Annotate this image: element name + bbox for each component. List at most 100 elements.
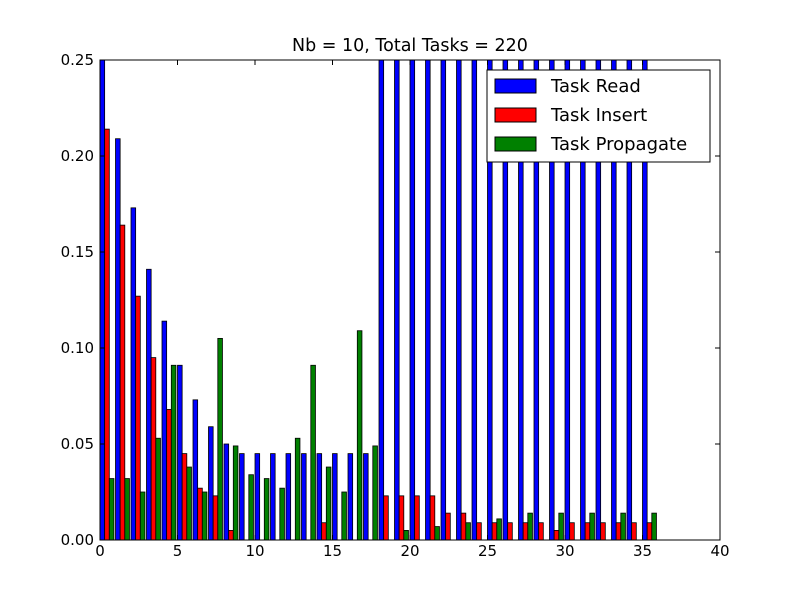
bar-task-read-16 <box>347 453 354 541</box>
bar-task-propagate-5 <box>186 466 192 541</box>
bar-task-propagate-14 <box>325 466 332 541</box>
y-tick-label: 0.05 <box>61 435 94 453</box>
bar-task-insert-18 <box>383 495 389 541</box>
bar-task-insert-14 <box>321 522 327 541</box>
bar-task-propagate-27 <box>527 512 533 541</box>
y-tick-label: 0.25 <box>61 51 94 69</box>
bars-layer <box>99 59 657 541</box>
x-tick-label: 15 <box>323 542 342 560</box>
bar-task-propagate-9 <box>248 474 254 541</box>
legend-label-task-insert: Task Insert <box>550 105 647 126</box>
bar-task-propagate-35 <box>651 512 657 541</box>
legend-swatch-task-propagate <box>494 136 537 152</box>
bar-task-propagate-33 <box>620 512 626 541</box>
bar-task-insert-7 <box>212 495 219 541</box>
bar-task-propagate-13 <box>310 364 316 541</box>
bar-task-read-17 <box>363 453 369 541</box>
bar-task-read-9 <box>239 453 245 541</box>
bar-task-insert-6 <box>197 487 203 541</box>
legend-label-task-read: Task Read <box>550 76 641 97</box>
legend-swatch-task-read <box>494 78 537 94</box>
bar-task-read-15 <box>332 453 338 541</box>
bar-task-insert-31 <box>584 522 591 541</box>
y-tick-label: 0.20 <box>61 147 94 165</box>
y-tick-label: 0.10 <box>61 339 94 357</box>
bar-task-insert-3 <box>150 357 157 541</box>
x-tick-label: 30 <box>555 542 574 560</box>
bar-task-read-5 <box>177 364 183 541</box>
bar-task-insert-28 <box>538 522 544 541</box>
bar-task-insert-8 <box>228 530 234 541</box>
ticks-layer: 0 5 10 15 20 25 30 35 40 0.00 0.05 0.10 0.15 0.20 0.25 <box>61 51 730 560</box>
bar-task-propagate-6 <box>201 491 208 541</box>
bar-task-insert-22 <box>445 512 451 541</box>
bar-task-propagate-16 <box>356 330 363 541</box>
bar-task-read-18 <box>378 59 385 541</box>
bar-task-propagate-4 <box>170 364 177 541</box>
x-tick-label: 5 <box>173 542 183 560</box>
legend: Task Read Task Insert Task Propagate <box>486 69 711 163</box>
legend-swatch-task-insert <box>494 107 537 123</box>
bar-task-propagate-15 <box>341 491 347 541</box>
bar-task-read-22 <box>440 59 447 541</box>
bar-task-read-19 <box>394 59 400 541</box>
bar-task-propagate-23 <box>465 522 471 541</box>
bar-task-propagate-12 <box>294 437 301 541</box>
bar-task-propagate-25 <box>496 518 502 541</box>
bar-task-insert-32 <box>600 522 606 541</box>
bar-task-insert-29 <box>553 530 560 541</box>
bar-task-propagate-21 <box>434 526 440 541</box>
bar-task-insert-19 <box>398 495 405 541</box>
bar-task-insert-23 <box>460 512 467 541</box>
bar-task-propagate-31 <box>589 512 595 541</box>
bar-task-propagate-7 <box>217 337 223 541</box>
bar-task-read-0 <box>99 59 106 541</box>
bar-task-insert-27 <box>522 522 529 541</box>
bar-task-read-13 <box>301 453 307 541</box>
bar-task-read-4 <box>161 320 168 541</box>
bar-task-insert-30 <box>569 522 575 541</box>
bar-task-read-11 <box>270 453 276 541</box>
bar-task-insert-0 <box>104 128 110 541</box>
bar-task-read-7 <box>208 426 214 541</box>
bar-task-propagate-29 <box>558 512 564 541</box>
bar-task-insert-21 <box>429 495 436 541</box>
bar-task-read-23 <box>456 59 462 541</box>
bar-task-read-6 <box>192 399 199 541</box>
y-tick-label: 0.00 <box>61 531 94 549</box>
bar-task-propagate-3 <box>155 437 161 541</box>
y-tick-label: 0.15 <box>61 243 94 261</box>
x-tick-label: 40 <box>710 542 729 560</box>
bar-task-insert-20 <box>414 495 420 541</box>
bar-task-read-12 <box>285 453 292 541</box>
bar-task-insert-26 <box>507 522 513 541</box>
bar-task-propagate-10 <box>263 478 270 541</box>
x-tick-label: 10 <box>245 542 264 560</box>
bar-task-insert-34 <box>631 522 637 541</box>
bar-task-insert-25 <box>491 522 498 541</box>
bar-task-read-21 <box>425 59 431 541</box>
x-tick-label: 25 <box>478 542 497 560</box>
bar-task-insert-35 <box>646 522 653 541</box>
bar-task-propagate-11 <box>279 487 285 541</box>
bar-task-propagate-1 <box>124 478 130 541</box>
bar-task-insert-4 <box>166 409 172 541</box>
bar-task-propagate-19 <box>403 530 409 541</box>
legend-label-task-propagate: Task Propagate <box>550 134 687 155</box>
bar-task-propagate-8 <box>232 445 239 541</box>
bar-task-read-10 <box>254 453 261 541</box>
bar-task-read-20 <box>409 59 416 541</box>
bar-task-propagate-17 <box>372 445 378 541</box>
bar-task-read-3 <box>146 268 152 541</box>
bar-task-insert-24 <box>476 522 482 541</box>
chart-title: Nb = 10, Total Tasks = 220 <box>292 36 528 56</box>
bar-task-insert-5 <box>181 453 188 541</box>
bar-task-read-8 <box>223 443 230 541</box>
x-tick-label: 0 <box>95 542 105 560</box>
bar-task-read-1 <box>115 138 121 541</box>
bar-task-propagate-2 <box>139 491 146 541</box>
x-tick-label: 35 <box>633 542 652 560</box>
x-tick-label: 20 <box>400 542 419 560</box>
